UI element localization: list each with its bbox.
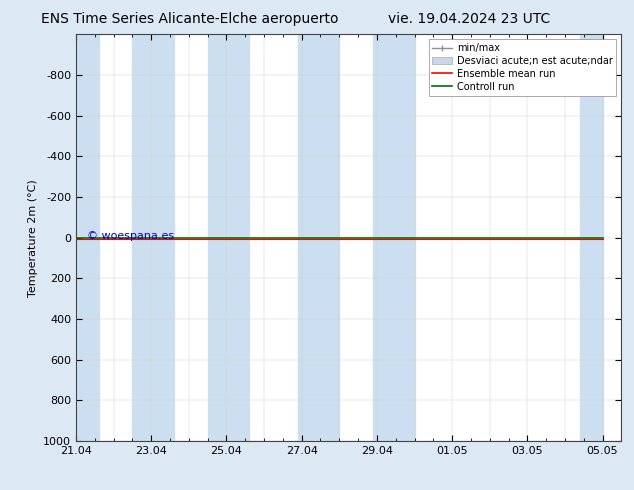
Bar	[373, 34, 415, 441]
Text: ENS Time Series Alicante-Elche aeropuerto: ENS Time Series Alicante-Elche aeropuert…	[41, 12, 339, 26]
Bar	[208, 34, 249, 441]
Text: vie. 19.04.2024 23 UTC: vie. 19.04.2024 23 UTC	[388, 12, 550, 26]
Legend: min/max, Desviaci acute;n est acute;ndar, Ensemble mean run, Controll run: min/max, Desviaci acute;n est acute;ndar…	[429, 39, 616, 96]
Bar	[76, 34, 99, 441]
Text: © woespana.es: © woespana.es	[87, 231, 174, 241]
Bar	[133, 34, 174, 441]
Bar	[580, 34, 602, 441]
Bar	[298, 34, 339, 441]
Y-axis label: Temperature 2m (°C): Temperature 2m (°C)	[28, 179, 37, 296]
